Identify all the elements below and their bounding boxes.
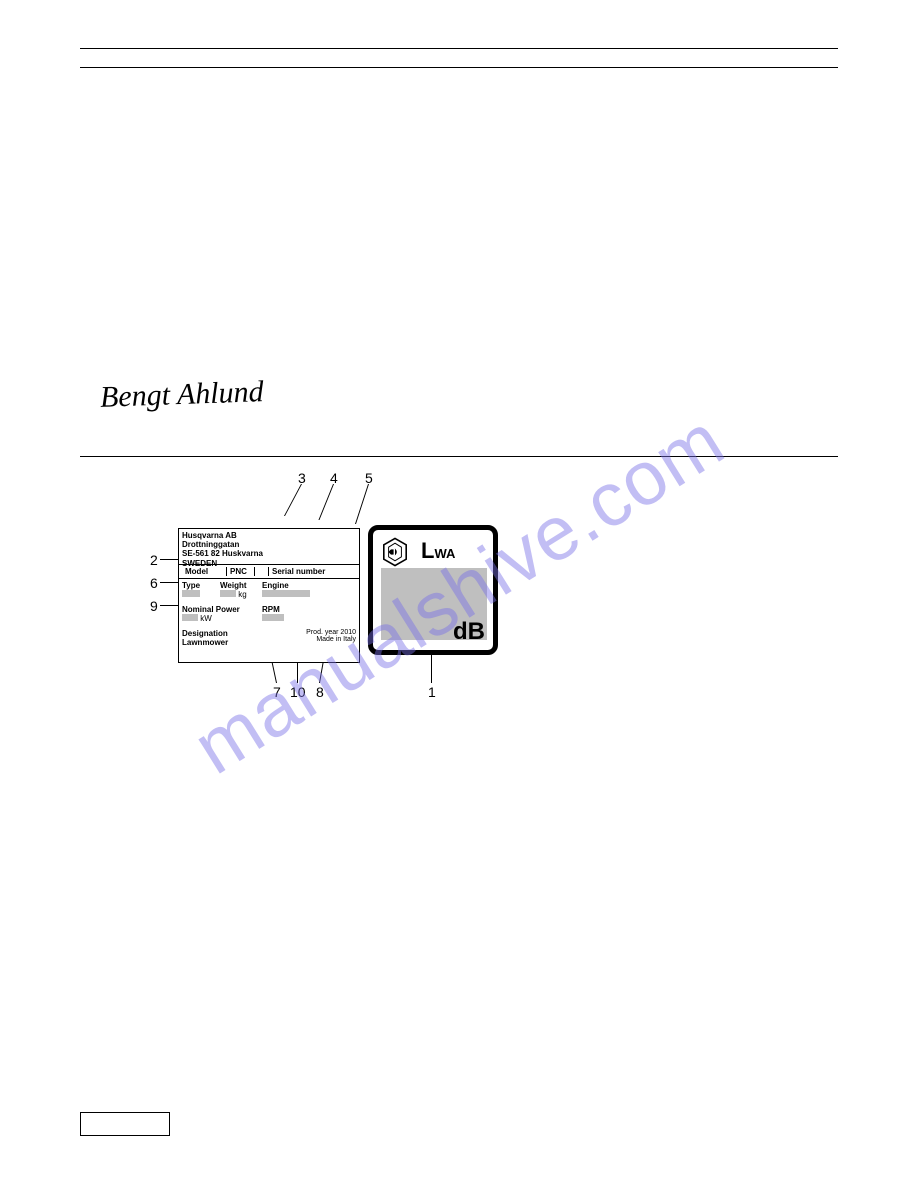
leader-2 (160, 559, 178, 560)
plate-pnc: PNC (230, 567, 247, 576)
plate-serial: Serial number (272, 567, 325, 576)
leader-10 (297, 663, 298, 683)
callout-7: 7 (273, 684, 281, 700)
noise-lwa: LWA (421, 538, 455, 564)
lwa-wa: WA (434, 546, 455, 561)
plate-made: Made in Italy (316, 636, 356, 643)
noise-label: LWA dB (368, 525, 498, 655)
leader-6 (160, 582, 178, 583)
leader-9 (160, 605, 178, 606)
leader-3 (284, 484, 302, 516)
leader-4 (318, 484, 334, 520)
callout-10: 10 (290, 684, 306, 700)
plate-model: Model (185, 567, 208, 576)
plate-type: Type (182, 581, 200, 590)
plate-weight: Weight (220, 581, 247, 590)
noise-db: dB (453, 618, 485, 646)
leader-1 (431, 655, 432, 683)
callout-2: 2 (150, 552, 158, 568)
plate-addr-3: SE-561 82 Huskvarna (182, 549, 263, 558)
plate-engine: Engine (262, 581, 289, 590)
plate-nominal: Nominal Power (182, 605, 240, 614)
plate-addr-1: Husqvarna AB (182, 531, 263, 540)
top-rule-2 (80, 67, 838, 68)
leader-7 (272, 663, 277, 683)
plate-prodyear: Prod. year (306, 629, 338, 636)
section-divider (80, 456, 838, 457)
callout-9: 9 (150, 598, 158, 614)
plate-lawnmower: Lawnmower (182, 638, 228, 647)
plate-rpm: RPM (262, 605, 280, 614)
leader-5 (355, 484, 369, 524)
callout-6: 6 (150, 575, 158, 591)
plate-kw: kW (200, 614, 212, 623)
lwa-L: L (421, 538, 434, 563)
signature: Bengt Ahlund (99, 375, 264, 415)
plate-kg: kg (238, 590, 246, 599)
label-diagram: 3 4 5 2 6 9 7 10 8 1 Husqvarna AB Drottn… (150, 470, 530, 700)
plate-year: 2010 (340, 629, 356, 636)
data-plate: Husqvarna AB Drottninggatan SE-561 82 Hu… (178, 528, 360, 663)
plate-addr-2: Drottninggatan (182, 540, 263, 549)
leader-8 (319, 663, 324, 683)
callout-8: 8 (316, 684, 324, 700)
plate-designation: Designation (182, 629, 228, 638)
bottom-box (80, 1112, 170, 1136)
callout-1: 1 (428, 684, 436, 700)
hex-icon (379, 536, 411, 568)
